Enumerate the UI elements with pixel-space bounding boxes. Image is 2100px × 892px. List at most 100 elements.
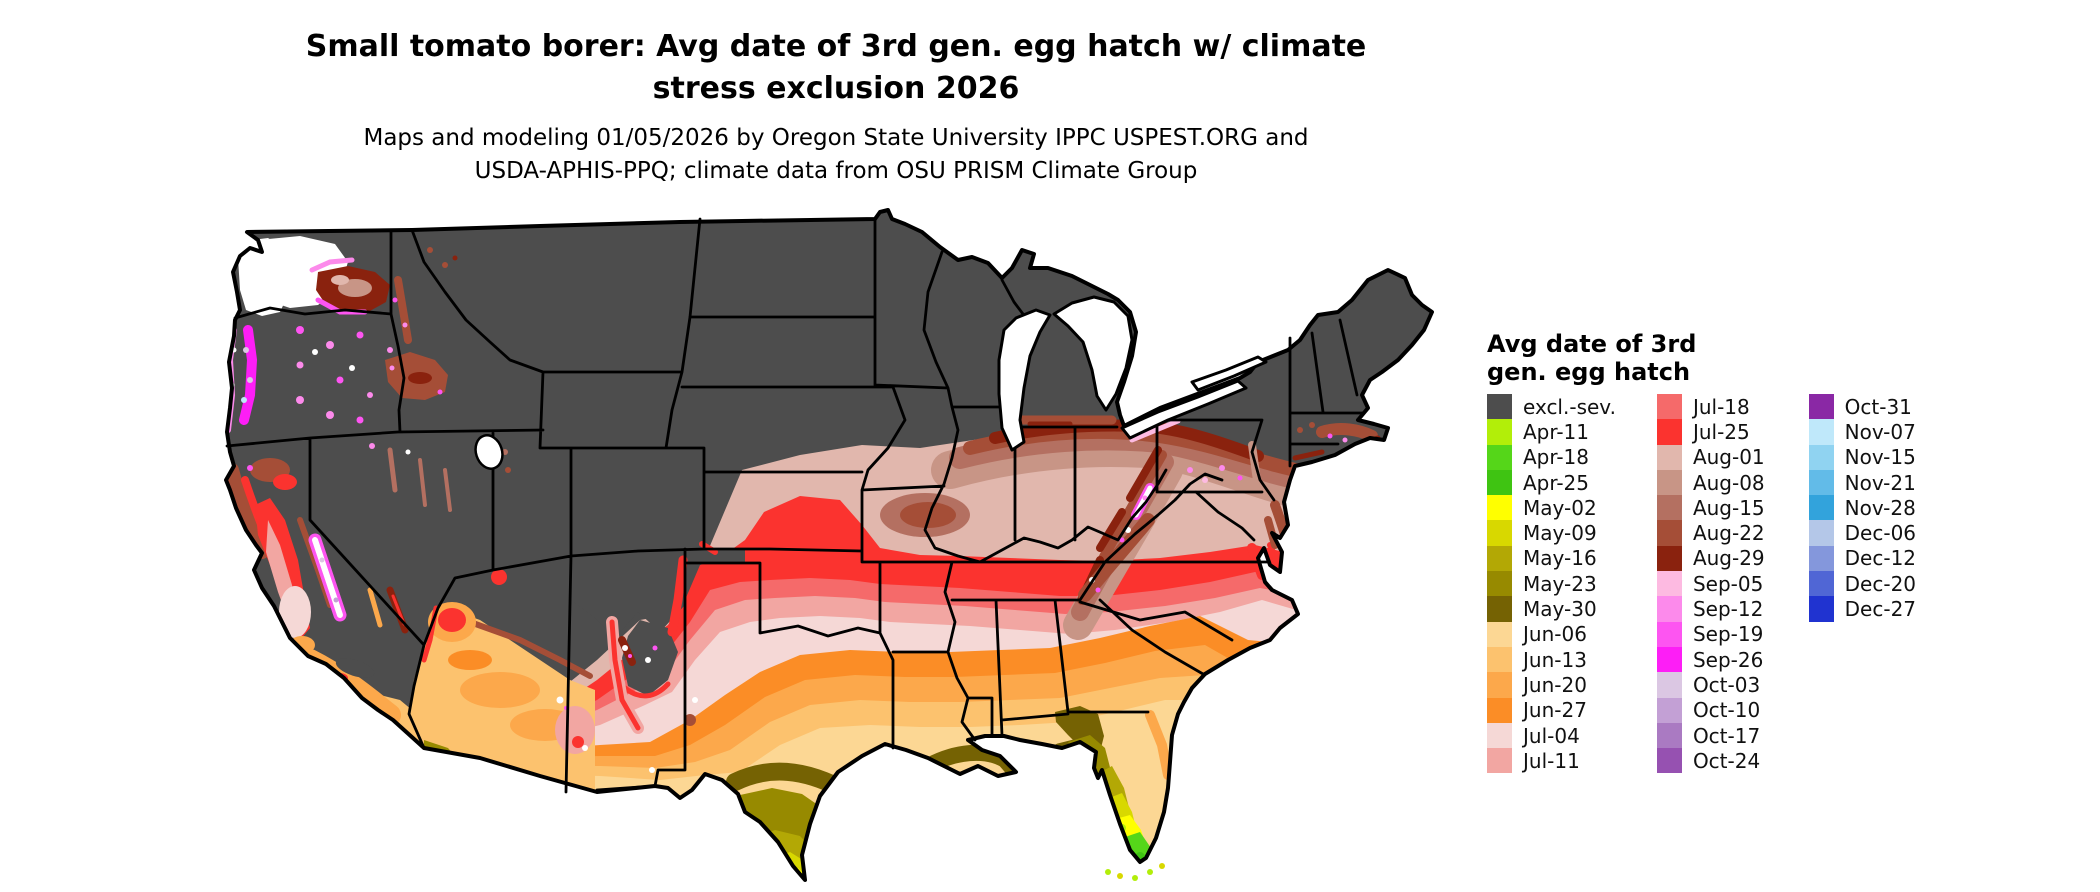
legend-label: Sep-19 — [1692, 622, 1764, 647]
legend-label: Oct-31 — [1844, 394, 1912, 419]
legend-swatch — [1487, 748, 1512, 774]
legend-entry: May-09 — [1487, 520, 1616, 546]
lake-ontario — [1190, 355, 1268, 392]
legend-swatch — [1487, 520, 1512, 546]
legend-label: Sep-05 — [1692, 571, 1764, 596]
legend-entry: Jun-27 — [1487, 697, 1616, 723]
legend-swatch — [1808, 520, 1834, 546]
great-salt-lake — [474, 434, 504, 470]
map-subtitle-line1: Maps and modeling 01/05/2026 by Oregon S… — [363, 125, 1309, 151]
legend-label: Dec-06 — [1844, 521, 1917, 546]
legend-entry: May-16 — [1487, 545, 1616, 572]
legend-entry: excl.-sev. — [1487, 394, 1616, 420]
legend-swatch — [1808, 444, 1834, 470]
legend-swatch — [1487, 596, 1512, 622]
legend-entry: Aug-08 — [1656, 469, 1765, 496]
legend-label: May-16 — [1523, 546, 1597, 571]
legend-swatch — [1656, 419, 1682, 445]
legend-entry: Dec-06 — [1808, 520, 1917, 546]
legend-entry: Dec-27 — [1808, 596, 1917, 622]
legend-label: Nov-21 — [1844, 470, 1916, 495]
legend-swatch — [1487, 672, 1512, 698]
legend-swatch — [1808, 545, 1834, 572]
legend-entry: Sep-12 — [1656, 596, 1765, 622]
legend-label: Dec-20 — [1844, 571, 1917, 596]
legend-entry: May-30 — [1487, 596, 1616, 622]
legend-entry: Nov-07 — [1808, 419, 1916, 445]
legend-swatch — [1656, 469, 1682, 496]
legend-swatch — [1487, 495, 1512, 521]
legend-entry: Oct-17 — [1656, 722, 1765, 749]
legend-label: Sep-26 — [1692, 647, 1764, 672]
legend-entry: Jul-11 — [1487, 748, 1616, 774]
lakes — [474, 295, 1268, 470]
legend-swatch — [1656, 672, 1682, 698]
florida-keys — [1105, 863, 1165, 881]
legend-label: Nov-07 — [1844, 419, 1916, 444]
legend-label: May-02 — [1523, 495, 1597, 520]
legend-swatch — [1808, 419, 1834, 445]
legend-swatch — [1656, 394, 1682, 420]
legend-title-line2: gen. egg hatch — [1487, 358, 1691, 386]
legend-label: Oct-10 — [1692, 698, 1761, 723]
map-title: Small tomato borer: Avg date of 3rd gen.… — [0, 26, 1672, 110]
legend-label: Jun-13 — [1523, 647, 1587, 672]
legend-entry: Sep-26 — [1656, 646, 1765, 673]
legend-entry: Jul-18 — [1656, 394, 1765, 420]
legend-column: Oct-31 Nov-07 Nov-15 Nov-21 Nov-28 Dec-06 Dec-… — [1808, 394, 1917, 773]
legend-column: excl.-sev. Apr-11 Apr-18 Apr-25 May-02 May-09… — [1487, 394, 1616, 774]
legend-entry: Oct-24 — [1656, 748, 1765, 774]
legend-label: Aug-08 — [1692, 470, 1765, 495]
legend-label: Jul-25 — [1692, 419, 1750, 444]
legend-label: Jun-27 — [1523, 698, 1587, 723]
legend-label: Jun-06 — [1523, 622, 1587, 647]
legend-swatch — [1656, 722, 1682, 749]
legend-label: Dec-27 — [1844, 597, 1917, 622]
legend-entry: Sep-05 — [1656, 571, 1765, 597]
legend-title-line1: Avg date of 3rd — [1487, 330, 1697, 358]
legend-entry: Nov-15 — [1808, 444, 1916, 470]
legend-label: Apr-18 — [1523, 445, 1589, 470]
legend-swatch — [1487, 469, 1512, 496]
legend-label: May-30 — [1523, 597, 1597, 622]
map-subtitle-line2: USDA-APHIS-PPQ; climate data from OSU PR… — [474, 158, 1198, 184]
lake-huron — [1052, 295, 1134, 412]
legend-swatch — [1487, 722, 1512, 749]
legend-entry: Jun-20 — [1487, 672, 1616, 698]
legend-swatch — [1487, 621, 1512, 647]
legend-entry: Dec-20 — [1808, 571, 1917, 597]
legend-label: excl.-sev. — [1523, 394, 1616, 419]
map-subtitle: Maps and modeling 01/05/2026 by Oregon S… — [0, 122, 1672, 188]
legend-label: Jul-11 — [1523, 748, 1580, 773]
legend-swatch — [1487, 697, 1512, 723]
legend-entry: Aug-15 — [1656, 495, 1765, 521]
legend-title: Avg date of 3rd gen. egg hatch — [1487, 330, 2087, 386]
legend-entry: Oct-31 — [1808, 394, 1916, 420]
legend-entry: Nov-28 — [1808, 495, 1916, 521]
map-title-line1: Small tomato borer: Avg date of 3rd gen.… — [305, 29, 1367, 64]
legend-swatch — [1808, 394, 1834, 420]
legend-entry: Apr-25 — [1487, 469, 1616, 496]
lake-michigan — [997, 308, 1052, 452]
legend-label: Aug-01 — [1692, 445, 1765, 470]
legend-swatch — [1656, 495, 1682, 521]
legend-label: May-09 — [1523, 521, 1597, 546]
legend-label: Jun-20 — [1523, 672, 1587, 697]
legend-swatch — [1808, 571, 1834, 597]
legend-entry: Jul-25 — [1656, 419, 1765, 445]
legend-swatch — [1808, 596, 1834, 622]
legend-entry: Apr-11 — [1487, 419, 1616, 445]
legend-label: Sep-12 — [1692, 597, 1764, 622]
legend-swatch — [1656, 596, 1682, 622]
legend-swatch — [1656, 748, 1682, 774]
legend-entry: Jun-06 — [1487, 621, 1616, 647]
legend-label: Jul-18 — [1692, 394, 1750, 419]
map-title-line2: stress exclusion 2026 — [652, 71, 1020, 106]
legend-swatch — [1487, 545, 1512, 572]
legend-entry: May-02 — [1487, 495, 1616, 521]
legend-entry: Aug-01 — [1656, 444, 1765, 470]
legend-label: Nov-15 — [1844, 445, 1916, 470]
